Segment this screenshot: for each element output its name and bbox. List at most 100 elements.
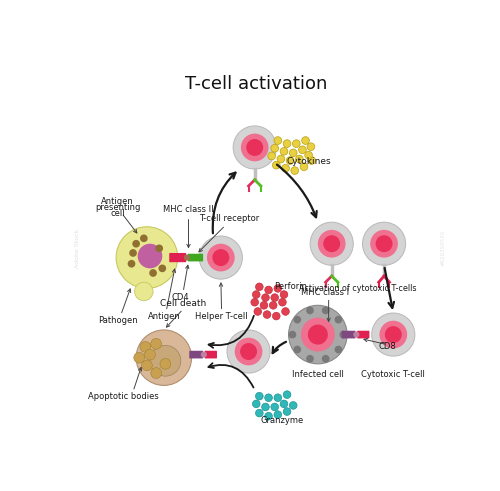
FancyBboxPatch shape bbox=[190, 351, 203, 358]
Circle shape bbox=[207, 244, 234, 272]
Text: Adobe Stock: Adobe Stock bbox=[75, 228, 80, 268]
FancyBboxPatch shape bbox=[357, 331, 370, 338]
Circle shape bbox=[134, 282, 153, 300]
Circle shape bbox=[282, 308, 290, 315]
Circle shape bbox=[280, 400, 288, 408]
Circle shape bbox=[252, 291, 260, 299]
Circle shape bbox=[306, 306, 314, 314]
Circle shape bbox=[149, 269, 157, 277]
Text: Infected cell: Infected cell bbox=[292, 370, 344, 379]
Circle shape bbox=[262, 294, 270, 301]
Circle shape bbox=[132, 240, 140, 247]
Text: Granzyme: Granzyme bbox=[261, 416, 304, 425]
Text: MHC class I: MHC class I bbox=[302, 288, 350, 297]
Text: CD8: CD8 bbox=[378, 342, 396, 351]
Circle shape bbox=[116, 227, 178, 288]
Circle shape bbox=[138, 244, 162, 269]
Circle shape bbox=[262, 403, 270, 411]
Circle shape bbox=[322, 306, 330, 314]
Circle shape bbox=[272, 162, 280, 169]
Circle shape bbox=[318, 230, 345, 258]
Circle shape bbox=[372, 313, 415, 356]
Text: Cell death: Cell death bbox=[160, 300, 206, 308]
Circle shape bbox=[301, 318, 335, 352]
Circle shape bbox=[310, 222, 354, 265]
Circle shape bbox=[286, 157, 294, 164]
Text: Antigen: Antigen bbox=[148, 312, 180, 322]
Circle shape bbox=[140, 342, 151, 352]
Circle shape bbox=[270, 301, 277, 309]
Circle shape bbox=[150, 345, 181, 376]
Circle shape bbox=[376, 235, 392, 252]
Circle shape bbox=[288, 331, 296, 338]
Circle shape bbox=[268, 152, 276, 160]
Text: presenting: presenting bbox=[95, 203, 140, 212]
Circle shape bbox=[292, 140, 300, 147]
Circle shape bbox=[151, 338, 162, 349]
Circle shape bbox=[302, 136, 310, 144]
Text: Perforin: Perforin bbox=[274, 282, 306, 291]
Circle shape bbox=[142, 360, 152, 371]
Circle shape bbox=[260, 301, 268, 309]
Circle shape bbox=[274, 284, 281, 292]
Circle shape bbox=[252, 400, 260, 408]
Circle shape bbox=[272, 312, 280, 320]
Circle shape bbox=[290, 402, 297, 409]
Text: #626359530: #626359530 bbox=[440, 230, 445, 266]
Text: cell: cell bbox=[110, 209, 125, 218]
Circle shape bbox=[264, 412, 272, 420]
Circle shape bbox=[283, 408, 291, 415]
Text: T-cell receptor: T-cell receptor bbox=[199, 214, 260, 223]
Circle shape bbox=[184, 254, 190, 261]
Circle shape bbox=[241, 134, 268, 162]
Circle shape bbox=[283, 140, 291, 147]
Circle shape bbox=[274, 136, 281, 144]
Circle shape bbox=[291, 167, 298, 174]
Circle shape bbox=[233, 126, 276, 169]
Circle shape bbox=[274, 411, 281, 418]
Text: Helper T-cell: Helper T-cell bbox=[196, 312, 248, 322]
Circle shape bbox=[322, 355, 330, 362]
Text: Cytotoxic T-cell: Cytotoxic T-cell bbox=[362, 370, 425, 379]
Circle shape bbox=[282, 164, 290, 172]
Circle shape bbox=[254, 308, 262, 315]
Circle shape bbox=[283, 391, 291, 399]
Circle shape bbox=[290, 149, 297, 157]
Circle shape bbox=[129, 249, 137, 257]
Circle shape bbox=[280, 147, 288, 155]
Circle shape bbox=[288, 305, 347, 364]
Circle shape bbox=[246, 139, 263, 156]
Text: T-cell activation: T-cell activation bbox=[185, 75, 328, 93]
Circle shape bbox=[134, 352, 144, 363]
Circle shape bbox=[271, 144, 278, 152]
Text: CD4: CD4 bbox=[172, 293, 190, 302]
Circle shape bbox=[306, 355, 314, 362]
Circle shape bbox=[308, 157, 316, 164]
Circle shape bbox=[298, 146, 306, 154]
Circle shape bbox=[300, 163, 308, 170]
Circle shape bbox=[158, 265, 166, 272]
Circle shape bbox=[128, 260, 136, 268]
Text: Pathogen: Pathogen bbox=[98, 316, 138, 325]
FancyBboxPatch shape bbox=[169, 253, 186, 262]
Circle shape bbox=[227, 330, 270, 373]
Circle shape bbox=[334, 316, 342, 324]
Circle shape bbox=[277, 155, 284, 163]
Circle shape bbox=[271, 403, 278, 411]
Circle shape bbox=[323, 235, 340, 252]
Text: Apoptotic bodies: Apoptotic bodies bbox=[88, 392, 159, 401]
Circle shape bbox=[151, 368, 162, 379]
Text: Antigen: Antigen bbox=[102, 197, 134, 206]
Circle shape bbox=[263, 311, 271, 318]
Circle shape bbox=[294, 346, 301, 354]
Circle shape bbox=[308, 325, 328, 345]
Circle shape bbox=[334, 346, 342, 354]
Circle shape bbox=[264, 286, 272, 294]
Circle shape bbox=[140, 235, 147, 242]
Circle shape bbox=[385, 326, 402, 343]
Circle shape bbox=[240, 343, 257, 360]
Circle shape bbox=[264, 394, 272, 402]
Text: Activation of cytotoxic T-cells: Activation of cytotoxic T-cells bbox=[299, 284, 416, 293]
Circle shape bbox=[212, 249, 230, 266]
Circle shape bbox=[160, 358, 171, 369]
